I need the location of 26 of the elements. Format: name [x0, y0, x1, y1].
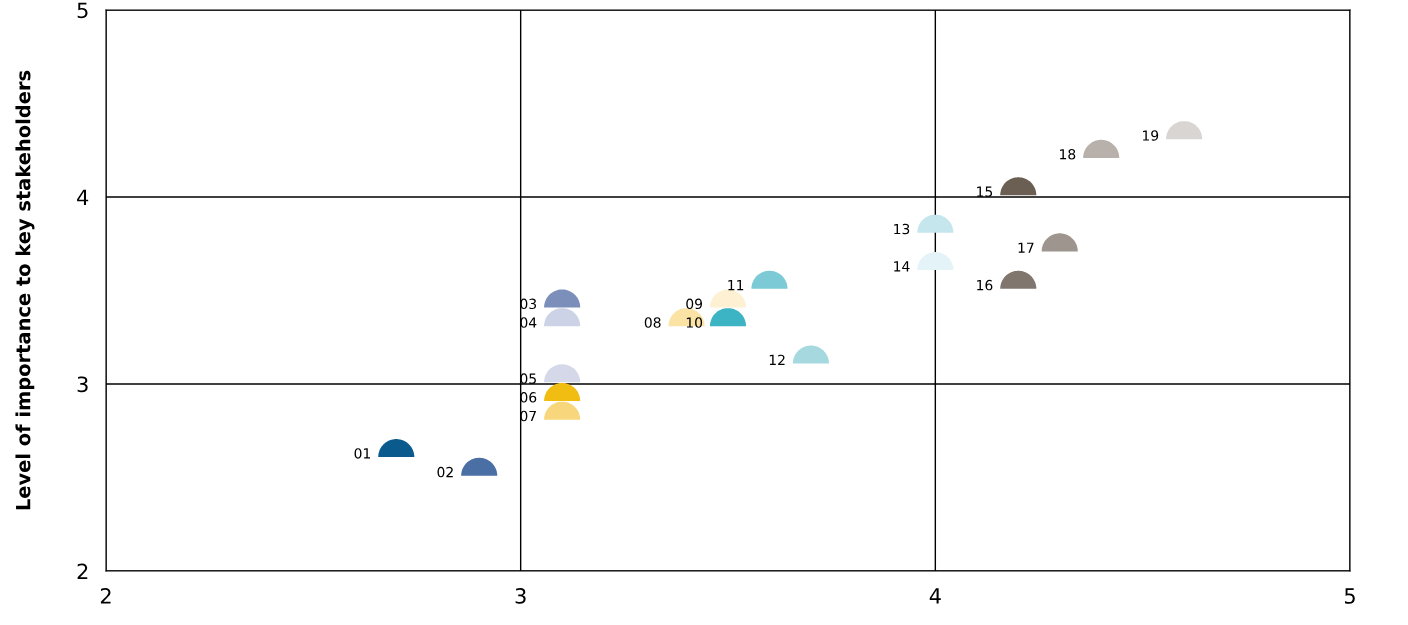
y-tick-label: 4 [77, 189, 89, 205]
annotation: 18 [1060, 148, 1076, 160]
annotation: 13 [894, 223, 910, 235]
annotation: 03 [520, 298, 537, 310]
y-axis-title: Level of importance to key stakeholders [15, 70, 35, 510]
y-tick-label: 3 [77, 376, 88, 393]
annotation: 09 [686, 298, 703, 310]
x-tick-label: 5 [1344, 588, 1355, 604]
annotation: 16 [977, 279, 993, 291]
annotation: 07 [520, 410, 536, 422]
annotation: 12 [769, 354, 785, 365]
annotation: 19 [1142, 130, 1159, 141]
annotation: 08 [644, 317, 661, 328]
annotation: 17 [1018, 242, 1034, 253]
x-tick-label: 2 [100, 588, 111, 604]
x-tick-label: 4 [929, 588, 941, 604]
annotation: 06 [520, 392, 537, 403]
annotation: 14 [894, 261, 910, 272]
annotation: 01 [354, 448, 370, 459]
annotation: 15 [977, 186, 993, 197]
y-tick-label: 5 [77, 2, 88, 19]
y-tick-label: 2 [77, 563, 88, 579]
annotation: 05 [520, 373, 536, 384]
x-tick-label: 3 [515, 588, 526, 604]
annotation: 02 [437, 466, 453, 478]
annotation: 11 [728, 280, 744, 291]
